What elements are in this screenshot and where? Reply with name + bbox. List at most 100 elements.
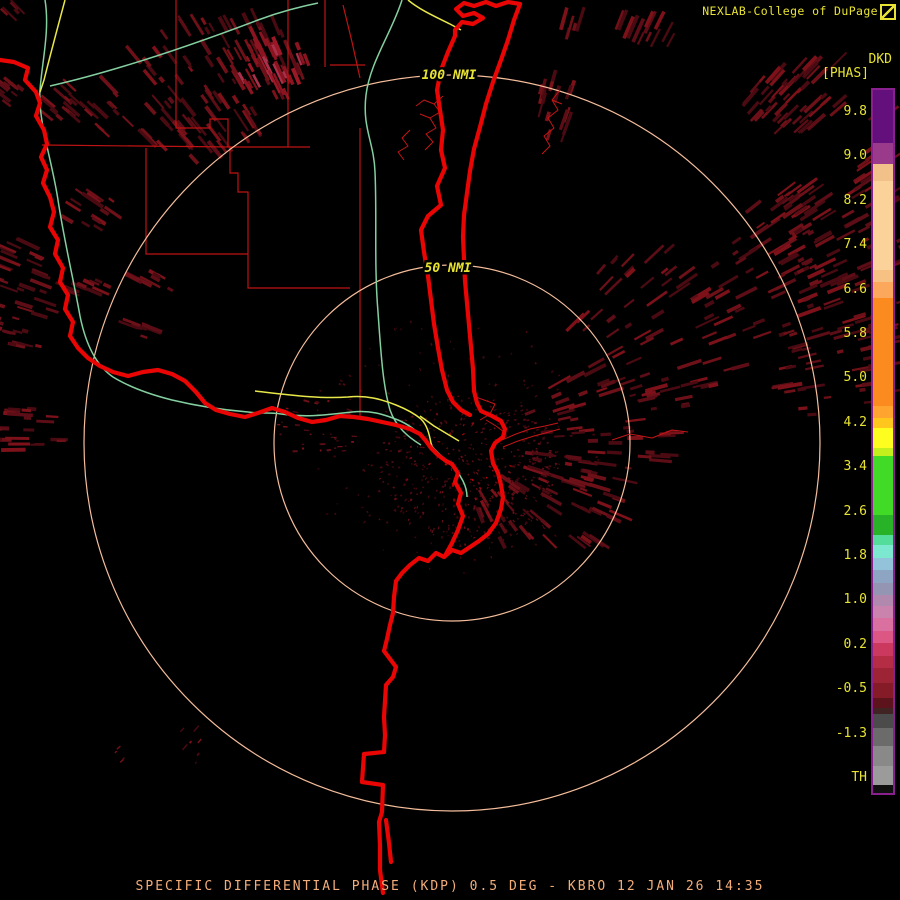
highway-line-yellow xyxy=(254,390,447,463)
radar-echo-speckle xyxy=(660,267,669,275)
radar-echo-speckle xyxy=(229,17,241,35)
radar-echo-speckle xyxy=(761,101,778,120)
radar-echo-speckle xyxy=(541,524,545,528)
radar-echo-speckle xyxy=(18,282,36,292)
radar-echo-speckle xyxy=(713,315,734,327)
radar-echo-speckle xyxy=(534,543,538,547)
radar-echo-speckle xyxy=(793,226,804,235)
radar-echo-speckle xyxy=(611,350,626,359)
radar-echo-speckle xyxy=(558,109,569,131)
radar-echo-speckle xyxy=(193,725,200,733)
radar-echo-speckle xyxy=(247,62,255,73)
radar-echo-speckle xyxy=(410,416,412,419)
radar-echo-speckle xyxy=(578,428,595,433)
radar-echo-speckle xyxy=(467,473,470,476)
radar-echo-speckle xyxy=(0,245,15,255)
radar-echo-speckle xyxy=(377,489,381,493)
radar-echo-speckle xyxy=(744,199,762,214)
radar-echo-speckle xyxy=(546,480,549,482)
radar-echo-speckle xyxy=(525,495,528,497)
radar-echo-speckle xyxy=(735,256,747,266)
radar-echo-speckle xyxy=(517,463,520,466)
radar-echo-speckle xyxy=(187,65,194,73)
radar-echo-speckle xyxy=(361,506,364,509)
radar-echo-speckle xyxy=(399,509,403,513)
radar-echo-speckle xyxy=(510,352,513,355)
radar-echo-speckle xyxy=(530,519,533,522)
radar-echo-speckle xyxy=(485,502,488,505)
radar-echo-speckle xyxy=(409,320,413,324)
radar-echo-speckle xyxy=(432,429,436,432)
radar-echo-speckle xyxy=(188,153,200,165)
radar-echo-speckle xyxy=(410,462,413,465)
radar-echo-speckle xyxy=(460,417,463,421)
radar-echo-speckle xyxy=(780,119,788,128)
radar-echo-speckle xyxy=(155,139,168,152)
radar-echo-speckle xyxy=(278,28,285,39)
radar-echo-speckle xyxy=(491,469,494,472)
radar-echo-speckle xyxy=(400,506,404,510)
radar-echo-speckle xyxy=(141,127,153,140)
radar-echo-speckle xyxy=(544,111,551,122)
radar-echo-speckle xyxy=(814,234,835,248)
radar-echo-speckle xyxy=(548,80,555,92)
radar-echo-speckle xyxy=(141,56,152,68)
colorbar-segment xyxy=(873,406,893,418)
radar-echo-speckle xyxy=(429,408,432,412)
radar-echo-speckle xyxy=(515,478,519,482)
radar-echo-speckle xyxy=(507,414,511,417)
radar-echo-speckle xyxy=(813,231,833,244)
radar-echo-speckle xyxy=(664,265,678,277)
radar-echo-speckle xyxy=(367,495,370,498)
radar-echo-speckle xyxy=(629,384,643,391)
radar-echo-speckle xyxy=(545,487,559,496)
radar-echo-speckle xyxy=(548,464,552,468)
radar-echo-speckle xyxy=(626,429,635,433)
radar-echo-speckle xyxy=(777,381,803,390)
tidal-channel-line xyxy=(502,428,561,448)
radar-echo-speckle xyxy=(793,191,801,198)
radar-echo-speckle xyxy=(420,479,424,482)
radar-echo-speckle xyxy=(620,378,636,386)
radar-echo-speckle xyxy=(428,462,431,466)
radar-echo-speckle xyxy=(760,85,770,96)
radar-echo-speckle xyxy=(666,32,676,48)
radar-echo-speckle xyxy=(583,362,607,378)
radar-echo-speckle xyxy=(571,22,578,32)
radar-echo-speckle xyxy=(418,451,422,455)
radar-echo-speckle xyxy=(419,515,422,519)
radar-echo-speckle xyxy=(269,13,282,36)
radar-echo-speckle xyxy=(510,465,513,468)
radar-echo-speckle xyxy=(639,372,651,379)
radar-echo-speckle xyxy=(579,487,588,492)
radar-echo-speckle xyxy=(0,82,10,92)
radar-echo-speckle xyxy=(542,475,546,478)
radar-echo-speckle xyxy=(429,528,432,532)
radar-echo-speckle xyxy=(486,537,490,540)
radar-echo-speckle xyxy=(587,450,606,455)
radar-echo-speckle xyxy=(506,419,510,423)
radar-echo-speckle xyxy=(502,538,505,542)
radar-echo-speckle xyxy=(216,72,225,83)
radar-echo-speckle xyxy=(513,455,516,458)
radar-echo-speckle xyxy=(565,15,575,40)
coastline-river-line xyxy=(443,461,466,557)
radar-echo-speckle xyxy=(514,419,517,421)
radar-echo-speckle xyxy=(468,516,470,519)
radar-echo-speckle xyxy=(507,492,510,494)
radar-echo-speckle xyxy=(745,267,755,274)
radar-echo-speckle xyxy=(565,370,586,384)
radar-echo-speckle xyxy=(457,449,461,453)
radar-echo-speckle xyxy=(659,385,681,393)
county-border-line xyxy=(175,0,229,147)
colorbar-tick-label: 8.2 xyxy=(843,192,867,208)
radar-echo-speckle xyxy=(29,278,53,290)
radar-echo-speckle xyxy=(7,81,17,90)
radar-echo-speckle xyxy=(808,279,820,287)
radar-echo-speckle xyxy=(382,549,385,551)
radar-echo-speckle xyxy=(522,465,548,477)
radar-echo-speckle xyxy=(514,409,518,413)
radar-echo-speckle xyxy=(643,244,665,264)
radar-echo-speckle xyxy=(507,484,520,495)
radar-echo-speckle xyxy=(503,516,506,519)
